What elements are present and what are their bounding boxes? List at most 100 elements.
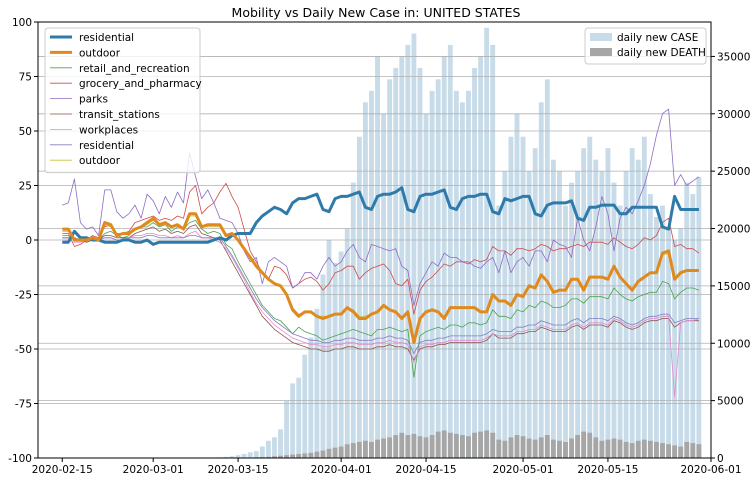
case-bar	[441, 56, 447, 458]
legend-left-label: parks	[79, 94, 108, 106]
right-tick-label: 25000	[717, 166, 750, 178]
case-bar	[502, 171, 508, 458]
case-bar	[508, 136, 514, 458]
death-bar	[478, 431, 484, 458]
death-bar	[641, 439, 647, 458]
death-bar	[453, 433, 459, 458]
death-bar	[472, 432, 477, 458]
death-bar	[399, 432, 405, 458]
death-bar	[569, 438, 574, 458]
legend-right-swatch	[590, 33, 612, 41]
right-tick-label: 10000	[717, 338, 750, 350]
legend-left-box	[44, 27, 201, 174]
death-bar	[417, 436, 423, 458]
case-bar	[314, 308, 320, 458]
death-bar	[344, 444, 350, 458]
death-bar	[587, 432, 593, 458]
series-line-outdoor	[62, 212, 699, 344]
right-tick-label: 35000	[717, 51, 750, 63]
death-bar	[629, 443, 635, 458]
case-bar	[472, 67, 477, 458]
right-axis: 0 5000 10000 15000 20000 25000 30000 35000	[711, 51, 750, 465]
left-tick-label: 75	[19, 72, 32, 84]
case-bar	[641, 136, 647, 458]
death-bar	[623, 441, 629, 458]
legend-right: daily new CASE daily new DEATH	[584, 27, 707, 65]
death-bar	[302, 453, 308, 458]
case-bar	[387, 79, 393, 459]
death-bar	[575, 435, 581, 458]
legend-right-label: daily new DEATH	[617, 47, 706, 59]
case-bar	[223, 456, 229, 458]
death-bar	[556, 440, 562, 458]
death-bar	[678, 446, 684, 458]
legend-left-label: grocery_and_pharmacy	[79, 78, 202, 90]
death-bar	[362, 440, 368, 458]
case-bar	[296, 377, 302, 458]
x-tick-label: 2020-05-15	[577, 464, 638, 476]
legend-left-label: transit_stations	[79, 109, 160, 121]
case-bar	[490, 44, 496, 459]
series-lines	[62, 108, 700, 398]
case-bar	[338, 251, 344, 458]
case-bar	[538, 102, 544, 458]
death-bar	[520, 436, 526, 458]
case-bar	[623, 171, 629, 458]
case-bar	[617, 205, 623, 458]
chart-title: Mobility vs Daily New Case in: UNITED ST…	[232, 5, 521, 20]
case-bar	[599, 171, 605, 458]
x-tick-label: 2020-06-01	[680, 464, 741, 476]
left-tick-label: -50	[15, 344, 32, 356]
death-bar	[447, 432, 453, 458]
case-bar	[290, 383, 296, 458]
death-bar	[272, 456, 277, 458]
case-bar	[320, 274, 326, 458]
legend-left-label: workplaces	[79, 124, 138, 136]
legend-left-label: outdoor	[79, 155, 121, 167]
case-bar	[647, 194, 653, 458]
death-bar	[320, 450, 326, 458]
death-bar	[666, 444, 671, 458]
death-bar	[435, 431, 441, 458]
case-bar	[265, 440, 271, 458]
case-bar	[587, 136, 593, 458]
series-line-residential	[62, 186, 699, 246]
legend-left-label: residential	[79, 140, 134, 152]
case-bar	[575, 171, 581, 458]
death-bar	[690, 443, 696, 458]
case-bar	[447, 44, 453, 459]
case-bar	[284, 400, 290, 458]
death-bar	[544, 435, 550, 458]
case-bar	[393, 67, 399, 458]
death-bar	[405, 435, 411, 458]
case-bar	[550, 159, 556, 458]
death-bar	[393, 435, 399, 458]
case-bar	[356, 136, 362, 458]
left-tick-label: -100	[8, 453, 32, 465]
case-bar	[478, 56, 484, 458]
case-bar	[332, 262, 338, 458]
death-bar	[496, 439, 502, 458]
case-bar	[350, 182, 356, 458]
death-bar	[532, 439, 538, 458]
death-bar	[660, 443, 665, 458]
death-bar	[599, 440, 605, 458]
right-tick-label: 5000	[717, 396, 744, 408]
case-bar	[362, 102, 368, 458]
case-bar	[429, 90, 435, 458]
case-bar	[605, 148, 611, 459]
x-tick-label: 2020-04-15	[396, 464, 457, 476]
death-bar	[611, 438, 617, 458]
death-bar	[538, 437, 544, 458]
legend-right-label: daily new CASE	[617, 32, 698, 44]
death-bar	[423, 437, 429, 458]
series-line-retail_and_recreation	[62, 219, 700, 378]
left-tick-label: 50	[19, 126, 32, 138]
case-bar	[375, 56, 380, 458]
left-tick-label: -25	[15, 290, 32, 302]
legend-left-label: outdoor	[79, 47, 121, 59]
case-bar	[484, 27, 490, 458]
legend-left-label: retail_and_recreation	[79, 63, 190, 75]
legend-left-label: residential	[79, 32, 134, 44]
